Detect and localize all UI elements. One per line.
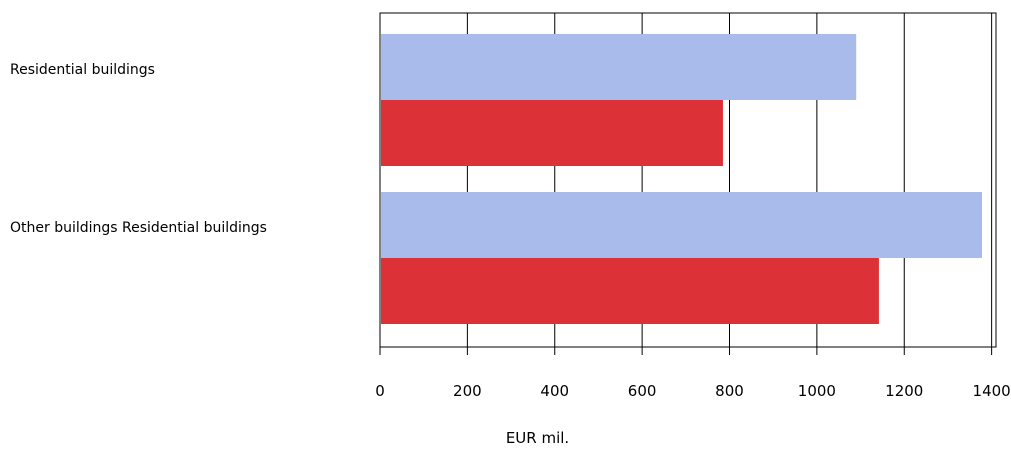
bar-series-1-category-2	[381, 192, 983, 258]
plot-frame	[379, 12, 997, 348]
x-tick-label: 400	[540, 382, 569, 400]
x-tick-label: 600	[628, 382, 657, 400]
category-labels: Residential buildings Other buildings Res…	[10, 62, 267, 236]
x-tick-label: 800	[715, 382, 744, 400]
x-tick-label: 1400	[973, 382, 1011, 400]
x-axis-title: EUR mil.	[506, 429, 569, 447]
x-tick-label: 1000	[798, 382, 836, 400]
x-tick-label: 1200	[885, 382, 923, 400]
category-label: Residential buildings	[10, 62, 155, 78]
bar-series-2-category-1	[381, 100, 723, 166]
bar-series-2-category-2	[381, 258, 879, 324]
category-label: Other buildings Residential buildings	[10, 220, 267, 236]
x-axis: 0 200 400 600 800 1000 1200 1400	[375, 347, 1011, 400]
x-tick-label: 200	[453, 382, 482, 400]
bar-series-1-category-1	[381, 34, 857, 100]
x-tick-label: 0	[375, 382, 385, 400]
bars	[381, 34, 983, 324]
